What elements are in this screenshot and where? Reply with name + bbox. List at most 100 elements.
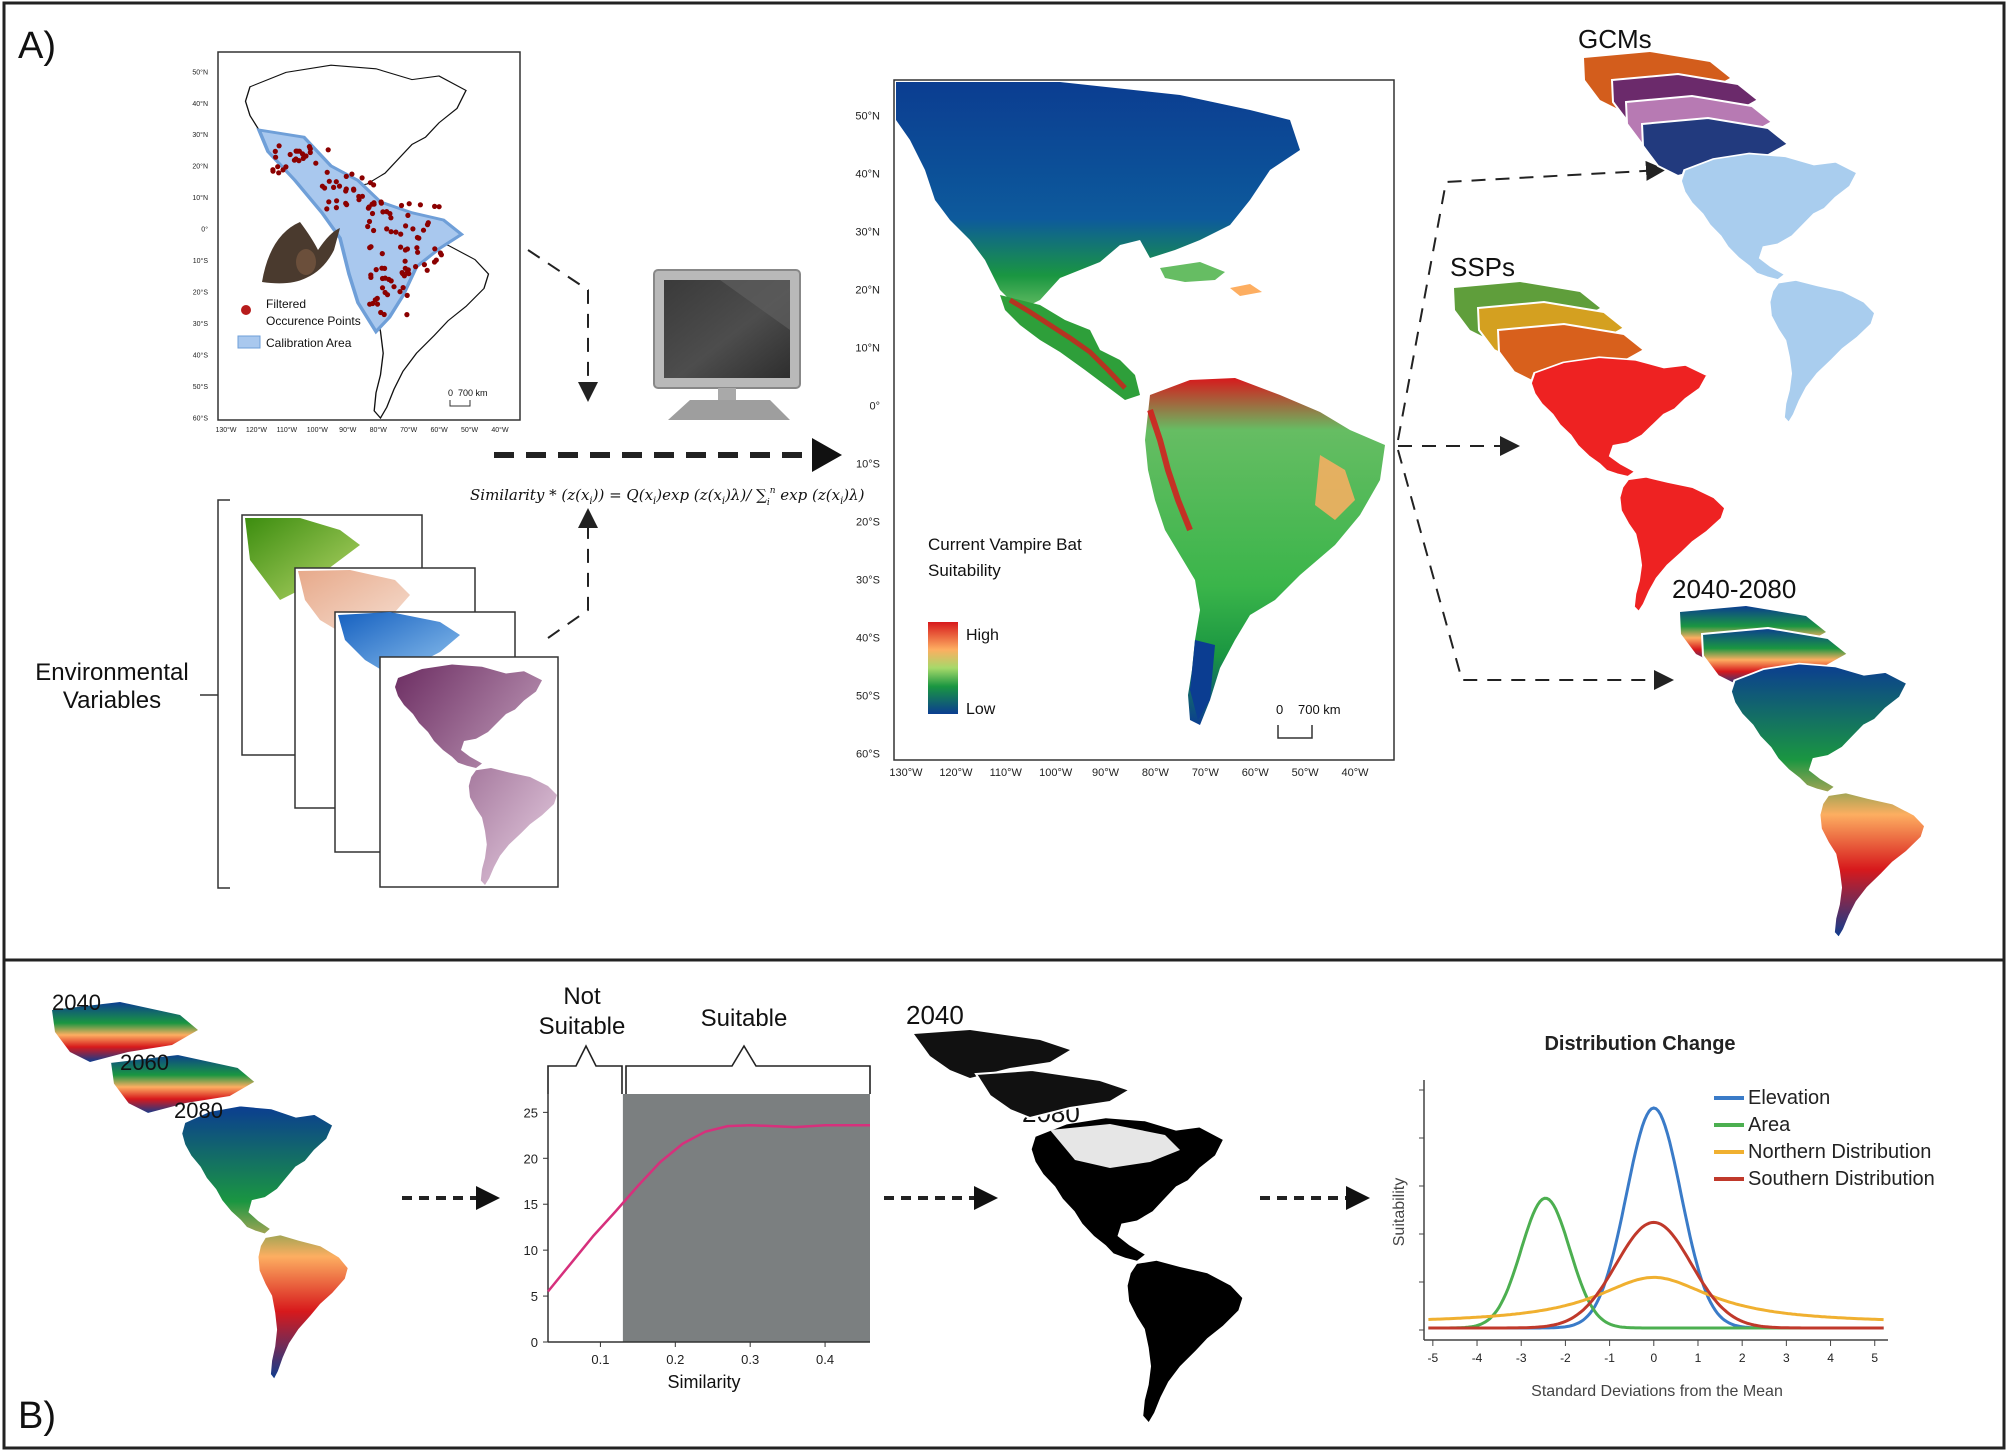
legend-entry: Northern Distribution bbox=[1748, 1141, 1931, 1163]
occurrence-point bbox=[270, 168, 276, 174]
lat-tick-label: 60°S bbox=[856, 749, 880, 761]
env-label-line-1: Environmental bbox=[35, 659, 188, 686]
occurrence-point bbox=[401, 273, 407, 279]
occurrence-point bbox=[313, 160, 319, 166]
similarity-plot-area: 0 5 10 15 20 25 0.1 0.2 0.3 0.4 bbox=[524, 1094, 870, 1367]
occ-scale-bar bbox=[449, 400, 471, 407]
occurrence-point bbox=[410, 226, 416, 232]
occurrence-point bbox=[371, 227, 377, 234]
occurrence-point bbox=[359, 175, 365, 181]
legend-calibration-label: Calibration Area bbox=[266, 336, 352, 350]
suitability-lat-ticks: 50°N 40°N 30°N 20°N 10°N 0° 10°S 20°S 30°S 40°S 50… bbox=[855, 111, 880, 761]
distribution-plot-area: Distribution Change Standard Deviations f… bbox=[1391, 1033, 1935, 1400]
occurrence-point bbox=[413, 264, 419, 270]
x-tick-label: 0.2 bbox=[666, 1352, 684, 1367]
occurrence-point bbox=[417, 202, 423, 208]
occurrence-map: Filtered Occurence Points Calibration Ar… bbox=[192, 51, 521, 434]
suitability-legend-high: High bbox=[966, 627, 999, 644]
occ-lat-ticks: 50°N 40°N 30°N 20°N 10°N 0° 10°S 20°S 30°S 40°S 50… bbox=[192, 68, 208, 422]
lon-tick-label: 100°W bbox=[307, 426, 328, 434]
panel-b-arrows bbox=[402, 1186, 1370, 1210]
occurrence-point bbox=[416, 235, 422, 241]
y-tick-label: 15 bbox=[524, 1197, 538, 1212]
lon-tick-label: 50°W bbox=[461, 426, 479, 434]
lat-tick-label: 0° bbox=[201, 226, 208, 234]
occurrence-point bbox=[380, 209, 386, 215]
occurrence-point bbox=[391, 284, 397, 290]
legend-point-swatch bbox=[241, 305, 251, 315]
occurrence-point bbox=[343, 186, 349, 192]
occurrence-point bbox=[431, 259, 438, 265]
occ-scale-label: 700 km bbox=[458, 388, 488, 398]
occurrence-point bbox=[388, 278, 394, 284]
occurrence-point bbox=[331, 184, 337, 190]
x-tick-label: -1 bbox=[1604, 1351, 1615, 1365]
occurrence-point bbox=[351, 187, 357, 193]
bat-illustration bbox=[262, 222, 340, 284]
occurrence-point bbox=[273, 154, 279, 160]
occurrence-point bbox=[374, 301, 381, 307]
computer-monitor-icon bbox=[653, 269, 801, 420]
years-label: 2040-2080 bbox=[1672, 574, 1796, 604]
occurrence-point bbox=[287, 151, 293, 158]
occurrence-point bbox=[404, 292, 410, 298]
x-tick-label: 4 bbox=[1827, 1351, 1834, 1365]
not-suitable-line-2: Suitable bbox=[539, 1013, 626, 1040]
lon-tick-label: 50°W bbox=[1292, 767, 1320, 779]
occurrence-point bbox=[366, 218, 373, 225]
occurrence-point bbox=[307, 149, 313, 156]
suitability-north-america bbox=[896, 82, 1300, 310]
lat-tick-label: 60°S bbox=[193, 414, 209, 422]
suitable-bracket bbox=[625, 1044, 871, 1094]
legend-calibration-swatch bbox=[237, 335, 261, 349]
occurrence-point bbox=[326, 199, 332, 205]
occurrence-point bbox=[291, 157, 297, 163]
similarity-xlabel: Similarity bbox=[667, 1372, 740, 1392]
suitable-label: Suitable bbox=[701, 1005, 788, 1032]
lat-tick-label: 30°S bbox=[193, 320, 209, 328]
x-tick-label: 1 bbox=[1695, 1351, 1702, 1365]
arrow-to-years bbox=[1397, 449, 1674, 690]
occurrence-point bbox=[384, 292, 391, 298]
y-tick-label: 10 bbox=[524, 1243, 538, 1258]
occurrence-point bbox=[324, 206, 330, 212]
occurrence-point bbox=[437, 250, 443, 256]
occurrence-point bbox=[379, 251, 385, 257]
suitability-title-1: Current Vampire Bat bbox=[928, 535, 1082, 554]
dist-series-line bbox=[1428, 1275, 1884, 1322]
arrow-main-head bbox=[812, 438, 842, 472]
occurrence-point bbox=[303, 153, 309, 159]
occurrence-point bbox=[369, 210, 376, 217]
lon-tick-label: 110°W bbox=[990, 767, 1023, 779]
suitability-central-america bbox=[1000, 262, 1262, 400]
legend-entry: Area bbox=[1748, 1114, 1791, 1136]
occurrence-point bbox=[370, 300, 376, 307]
occurrence-point bbox=[319, 183, 325, 189]
lon-tick-label: 70°W bbox=[400, 426, 418, 434]
x-tick-label: -5 bbox=[1428, 1351, 1439, 1365]
occurrence-point bbox=[307, 146, 313, 152]
y-tick-label: 0 bbox=[531, 1335, 538, 1350]
env-layer-stack: Environmental Variables bbox=[35, 499, 559, 889]
occurrence-point bbox=[379, 285, 386, 291]
occurrence-point bbox=[280, 167, 286, 173]
lon-tick-label: 120°W bbox=[246, 426, 267, 434]
x-tick-label: 2 bbox=[1739, 1351, 1746, 1365]
suitability-south-america bbox=[1145, 378, 1385, 725]
y-tick-label: 5 bbox=[531, 1289, 538, 1304]
lat-tick-label: 50°N bbox=[192, 68, 208, 76]
current-suitability-map: Current Vampire Bat Suitability High Low… bbox=[855, 79, 1395, 779]
y-tick-label: 25 bbox=[524, 1105, 538, 1120]
occurrence-point bbox=[398, 244, 404, 250]
lon-tick-label: 130°W bbox=[889, 767, 923, 779]
lon-tick-label: 110°W bbox=[277, 426, 298, 434]
similarity-curve bbox=[547, 1123, 870, 1293]
lat-tick-label: 10°N bbox=[192, 194, 208, 202]
lat-tick-label: 20°S bbox=[193, 289, 209, 297]
panel-b-frame bbox=[2, 958, 2006, 1450]
lon-tick-label: 40°W bbox=[491, 426, 509, 434]
occurrence-point bbox=[414, 245, 420, 251]
b-year-2040: 2040 bbox=[52, 990, 101, 1015]
occurrence-point bbox=[432, 203, 438, 209]
